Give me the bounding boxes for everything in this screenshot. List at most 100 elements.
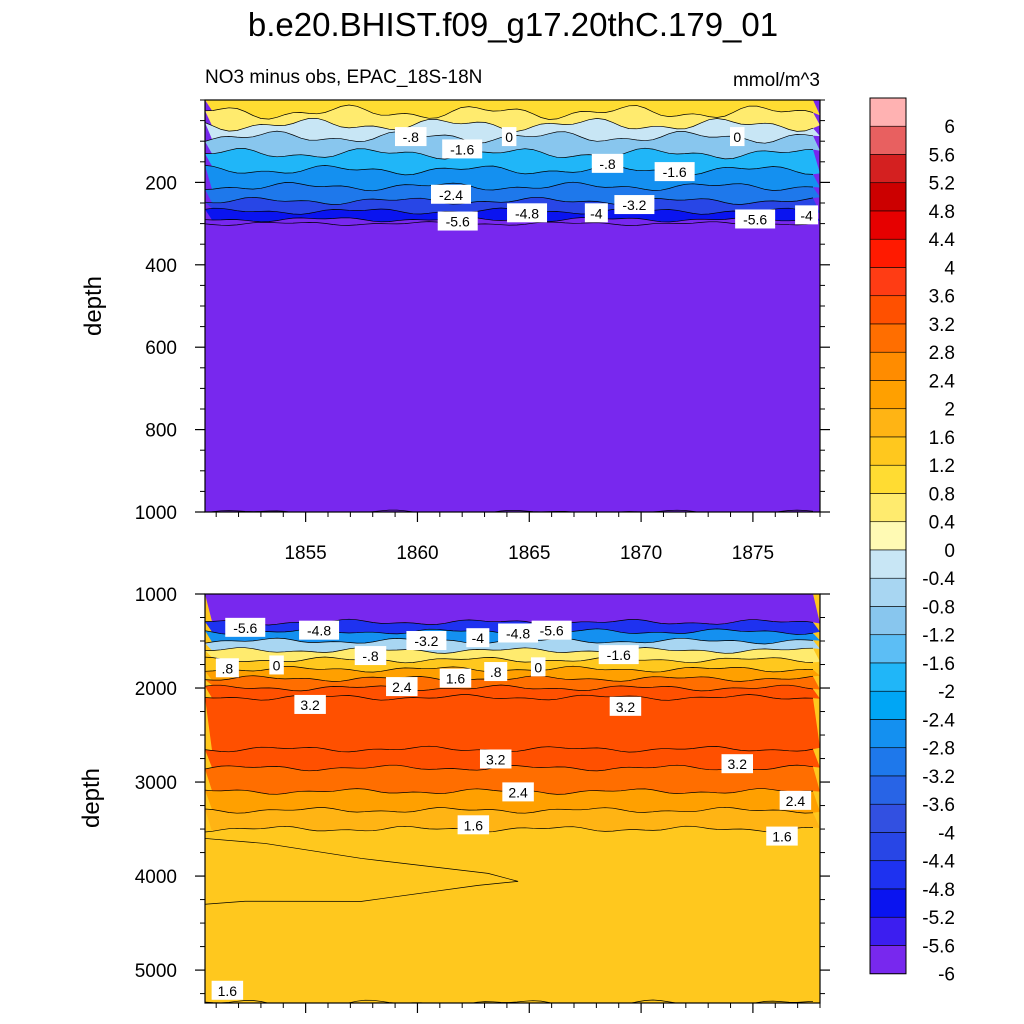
contour-label: 0 <box>501 127 517 147</box>
contour-label: 2.4 <box>502 782 534 802</box>
colorbar-swatch <box>869 662 907 692</box>
contour-label-box <box>531 620 572 640</box>
x-tick-label: 1860 <box>396 543 438 564</box>
fill-band <box>205 594 820 626</box>
colorbar-swatch <box>869 493 907 523</box>
contour-label-box <box>299 620 340 640</box>
colorbar-swatch <box>869 521 907 551</box>
y-tick-label: 600 <box>145 338 177 359</box>
y-tick-label: 3000 <box>135 773 177 794</box>
contour-label-text: -4 <box>472 630 485 646</box>
colorbar-swatch <box>869 323 907 353</box>
contour-label: -3.2 <box>614 195 655 215</box>
contour-label: 2.4 <box>779 790 812 810</box>
colorbar-label: -5.6 <box>922 936 955 957</box>
lower-y-axis-label: depth <box>78 768 105 828</box>
contour-label-text: -3.2 <box>622 197 646 213</box>
contour-label-box <box>530 657 546 677</box>
contour-label-box <box>795 205 819 225</box>
fill-band <box>205 666 820 682</box>
colorbar-label: -4.8 <box>922 880 955 901</box>
upper-contour-labels: -.8 -1.6 0 -.8 -1.6 0 -2.4 -3.2 -4.8 -4 -5.6 -5.6 -4 <box>394 127 819 231</box>
colorbar-label: 5.6 <box>929 145 955 166</box>
contour-label-text: -.8 <box>403 129 420 145</box>
panel-lower: -5.6 -4.8 -3.2 -4 -4.8 -5.6 -.8 -1.6 .8 0 .8 0 1.6 2.… <box>78 585 830 1013</box>
contour-label: -4.8 <box>498 623 539 643</box>
contour-label: 3.2 <box>721 754 754 774</box>
contour-label: 3.2 <box>294 694 326 714</box>
contour-line <box>205 825 814 833</box>
chart-subtitle: NO3 minus obs, EPAC_18S-18N <box>205 67 482 88</box>
contour-label-text: -1.6 <box>450 141 474 157</box>
colorbar-label: -2 <box>938 682 955 703</box>
contour-line <box>205 196 814 205</box>
contour-label-text: 3.2 <box>728 756 748 772</box>
contour-label: -4 <box>795 205 819 225</box>
colorbar-label: 3.6 <box>929 287 955 308</box>
contour-label: -4.8 <box>299 620 340 640</box>
colorbar-swatch <box>869 916 907 946</box>
contour-label-box <box>721 754 754 774</box>
fill-band <box>205 694 820 752</box>
colorbar-swatch <box>869 803 907 833</box>
contour-label-box <box>211 980 244 1000</box>
x-tick-label: 1875 <box>732 543 774 564</box>
contour-label: -1.6 <box>442 139 483 159</box>
colorbar-swatch <box>869 945 907 975</box>
fill-band <box>205 221 820 512</box>
contour-label-box <box>354 646 387 666</box>
contour-label: 1.6 <box>211 980 244 1000</box>
contour-label-box <box>501 127 517 147</box>
colorbar-label: 2.4 <box>929 371 956 392</box>
contour-label: 2.4 <box>386 677 418 697</box>
colorbar-label: 1.6 <box>929 428 955 449</box>
contour-label-box <box>614 195 655 215</box>
contour-label: -1.6 <box>654 162 695 182</box>
contour-line <box>205 665 814 673</box>
colorbar-label: -2.4 <box>922 710 955 731</box>
colorbar-label: -4 <box>938 823 955 844</box>
upper-y-axis: 200 400 600 800 1000 <box>135 99 830 524</box>
lower-x-axis <box>215 1003 821 1013</box>
y-tick-label: 2000 <box>135 679 177 700</box>
fill-band <box>205 765 820 795</box>
contour-label-text: 3.2 <box>486 751 506 767</box>
contour-label-text: -.8 <box>599 156 616 172</box>
colorbar-frame <box>869 97 907 975</box>
contour-label-text: .8 <box>222 660 234 676</box>
fill-band <box>205 807 820 832</box>
contour-label-text: -1.6 <box>663 164 687 180</box>
colorbar-label: -3.6 <box>922 795 955 816</box>
colorbar-label: 4.4 <box>929 230 956 251</box>
contour-label: -4 <box>466 628 490 648</box>
colorbar-swatch <box>869 182 907 212</box>
contour-label-text: 0 <box>273 657 281 673</box>
contour-label-box <box>457 815 490 835</box>
contour-label: .8 <box>484 662 508 682</box>
colorbar-swatch <box>869 549 907 579</box>
contour-label-text: -1.6 <box>607 647 631 663</box>
colorbar-label: -1.2 <box>922 626 955 647</box>
contour-label-box <box>591 153 624 173</box>
upper-fill <box>205 100 820 512</box>
contour-label-box <box>294 694 326 714</box>
colorbar-swatch <box>869 464 907 494</box>
contour-line <box>205 647 814 654</box>
contour-label: 1.6 <box>766 826 798 846</box>
contour-line <box>205 181 814 192</box>
contour-label-box <box>502 782 534 802</box>
contour-label: 1.6 <box>439 668 472 688</box>
contour-label: .8 <box>215 658 239 678</box>
contour-label-text: -4.8 <box>515 205 539 221</box>
contour-line <box>205 684 814 692</box>
colorbar-label: -1.6 <box>922 654 955 675</box>
units-label: mmol/m^3 <box>733 70 820 91</box>
y-tick-label: 200 <box>145 173 177 194</box>
colorbar-label: 6 <box>944 117 955 138</box>
contour-label-box <box>215 658 239 678</box>
colorbar-label: -5.2 <box>922 908 955 929</box>
contour-label-text: -5.6 <box>540 623 564 639</box>
contour-label-box <box>431 184 471 204</box>
colorbar-label: -0.8 <box>922 597 955 618</box>
